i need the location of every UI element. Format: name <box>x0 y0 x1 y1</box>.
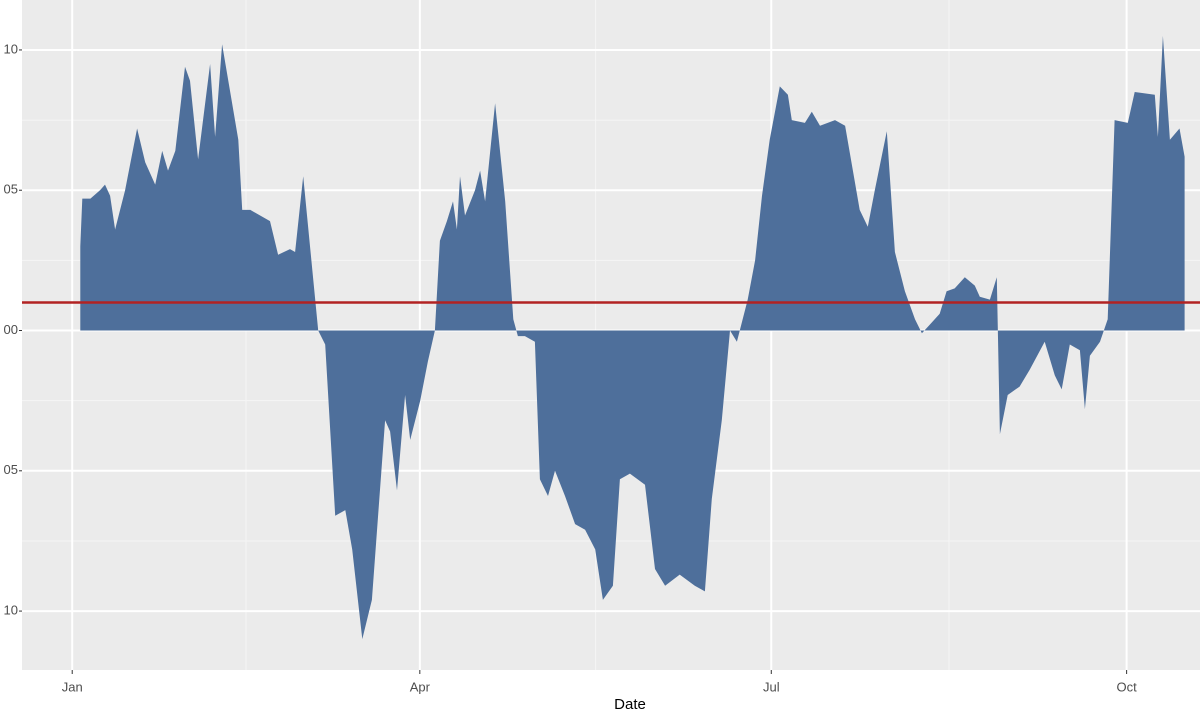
x-tick-label: Oct <box>1116 679 1137 694</box>
x-axis-title: Date <box>614 696 646 713</box>
x-tick-label: Jan <box>62 679 83 694</box>
y-tick-label: 00 <box>4 322 18 337</box>
y-tick-label: 05 <box>4 462 18 477</box>
x-tick-label: Jul <box>763 679 780 694</box>
y-tick-label: 05 <box>4 182 18 197</box>
y-tick-label: 10 <box>4 603 18 618</box>
area <box>80 35 1185 640</box>
y-tick-label: 10 <box>4 41 18 56</box>
marks <box>80 35 1185 640</box>
x-tick-label: Apr <box>410 679 431 694</box>
